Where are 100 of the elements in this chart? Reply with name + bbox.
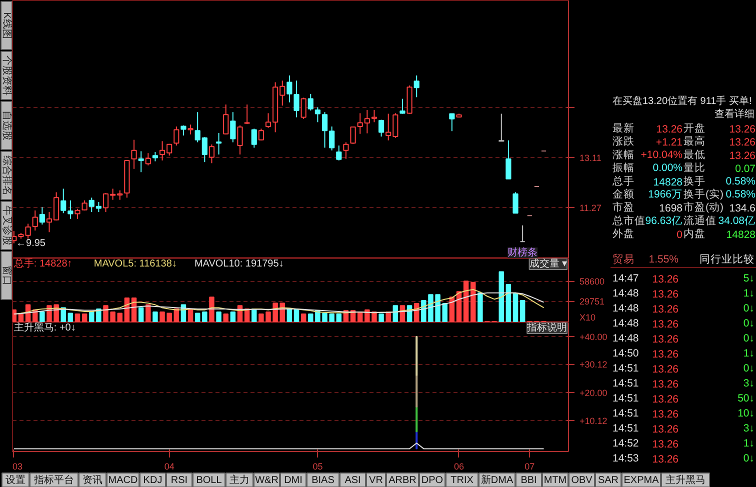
candlestick: [286, 74, 292, 103]
y-tick-label: 11.27: [580, 202, 602, 213]
text: 开盘: [684, 122, 706, 134]
text: 在买盘13.20位置有 911手 买单! 查看详细: [612, 95, 754, 120]
text: 34.08亿: [718, 214, 756, 227]
text: VR: [369, 475, 383, 486]
text: 涨幅: [612, 148, 634, 161]
annotation: 个股资料: [1, 56, 13, 96]
candlestick: [188, 124, 194, 135]
y-tick-label: X10: [580, 312, 596, 322]
text: 总手: 14828↑: [12, 258, 72, 270]
text: 0↓: [743, 332, 755, 344]
y-tick-label: 29751: [580, 296, 605, 307]
text: +10.04%: [640, 148, 683, 161]
text: 0↓: [743, 452, 755, 464]
candlestick: [244, 104, 250, 125]
text: 14:51: [612, 378, 639, 390]
text: BIAS: [312, 475, 335, 486]
text: 13.26: [652, 378, 679, 390]
text: 1966万: [648, 188, 682, 200]
text: 14:48: [612, 288, 639, 300]
text: 最高: [684, 134, 706, 148]
candlestick: [300, 97, 306, 120]
text: 0.07: [735, 163, 756, 176]
text: 0.58%: [726, 188, 756, 200]
text: 14828: [726, 229, 756, 242]
candlestick: [39, 206, 45, 226]
candlestick: [378, 119, 384, 138]
candlestick: [322, 112, 328, 148]
text: 14:51: [612, 392, 639, 404]
text: ASI: [344, 475, 361, 486]
candlestick: [68, 200, 74, 220]
text: 14:50: [612, 348, 639, 360]
text: 涨跌: [612, 136, 634, 148]
annotation: 自选股: [1, 110, 13, 140]
candlestick: [329, 126, 335, 151]
text: BBI: [520, 475, 537, 486]
text: 0↓: [743, 318, 755, 330]
text: 1↓: [743, 288, 755, 300]
text: DMI: [284, 475, 302, 486]
text: 贸易: [612, 252, 634, 266]
text: 换手(实): [684, 188, 724, 200]
text: W&R: [255, 475, 278, 486]
y-tick-label: 58600: [580, 276, 605, 286]
text: 1698: [659, 202, 683, 215]
text: 市盈: [612, 200, 634, 214]
candlestick: [506, 140, 512, 180]
candlestick: [371, 109, 378, 123]
text: +1.21: [656, 136, 683, 149]
candlestick: [336, 145, 342, 161]
text: 1↓: [743, 438, 755, 450]
candlestick: [32, 210, 38, 232]
candlestick: [216, 132, 222, 155]
candlestick: [152, 152, 158, 162]
text: 振幅: [612, 162, 634, 174]
candlestick: [308, 93, 314, 111]
x-tick-label: 06: [454, 462, 464, 472]
candlestick: [350, 126, 356, 144]
text: MTM: [544, 475, 567, 486]
candlestick: [230, 112, 236, 143]
text: 0↓: [743, 302, 755, 314]
text: 市盈(动): [684, 200, 724, 214]
text: KDJ: [143, 475, 162, 486]
text: 3↓: [743, 378, 755, 390]
text: 指标平台: [33, 474, 74, 486]
text: 14:47: [612, 272, 639, 284]
text: 3↓: [743, 422, 755, 434]
text: 13.26: [729, 150, 756, 162]
text: 金额: [612, 188, 634, 200]
candlestick: [258, 128, 264, 141]
text: 134.6: [729, 202, 756, 215]
text: 13.26: [652, 454, 679, 466]
text: 0↓: [743, 362, 755, 374]
text: 14:48: [612, 318, 639, 330]
text: 13.26: [652, 288, 679, 300]
text: 最新: [612, 122, 634, 134]
text: ARBR: [388, 475, 416, 486]
text: 13.26: [652, 438, 679, 450]
x-tick-label: 05: [312, 462, 323, 472]
annotation: 财榜条: [508, 246, 538, 258]
y-tick-label: +30.12: [580, 360, 608, 370]
text: 13.26: [652, 318, 679, 330]
text: 资讯: [82, 474, 102, 486]
text: 外盘: [612, 228, 634, 240]
candlestick: [512, 192, 518, 214]
text: 量比: [684, 161, 706, 174]
text: 13.26: [652, 334, 679, 346]
text: 96.63亿: [645, 214, 683, 227]
x-tick-label: 03: [12, 462, 23, 472]
text: 50↓: [738, 392, 755, 404]
text: 最低: [684, 148, 706, 161]
text: OBV: [571, 475, 593, 486]
text: 设置: [6, 474, 26, 486]
text: 14:48: [612, 332, 639, 344]
text: 总手: [612, 174, 634, 188]
annotation: K线图: [1, 12, 13, 39]
text: 流通值: [684, 214, 716, 227]
text: 换手: [684, 174, 706, 188]
text: 14:51: [612, 422, 639, 434]
text: 主升黑马: [666, 474, 706, 486]
